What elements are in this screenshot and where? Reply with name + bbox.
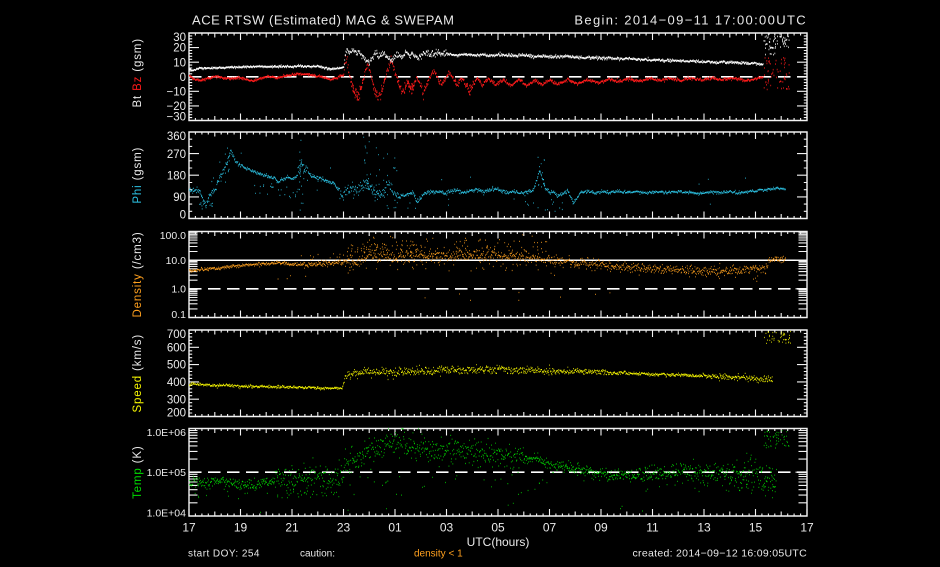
svg-text:09: 09 [594, 521, 608, 535]
svg-text:Begin: 2014−09−11 17:00:00UTC: Begin: 2014−09−11 17:00:00UTC [574, 13, 807, 28]
svg-text:23: 23 [337, 521, 351, 535]
svg-text:UTC(hours): UTC(hours) [467, 535, 530, 549]
svg-text:270: 270 [167, 149, 186, 161]
svg-text:20: 20 [173, 43, 186, 55]
svg-text:−30: −30 [166, 112, 186, 124]
svg-text:17: 17 [182, 521, 196, 535]
svg-text:07: 07 [543, 521, 557, 535]
svg-text:Phi (gsm): Phi (gsm) [132, 147, 144, 204]
svg-text:01: 01 [388, 521, 402, 535]
svg-text:caution:: caution: [300, 549, 335, 560]
svg-text:500: 500 [167, 360, 186, 372]
svg-text:600: 600 [167, 342, 186, 354]
svg-text:Temp (K): Temp (K) [132, 445, 144, 498]
svg-text:17: 17 [800, 521, 814, 535]
svg-text:1.0E+06: 1.0E+06 [147, 427, 187, 439]
svg-text:200: 200 [167, 408, 186, 420]
svg-text:created: 2014−09−12 16:09:05UT: created: 2014−09−12 16:09:05UTC [632, 548, 807, 560]
svg-text:10.0: 10.0 [166, 255, 187, 267]
svg-text:700: 700 [167, 329, 186, 341]
svg-text:90: 90 [173, 192, 186, 204]
svg-text:Bt Bz (gsm): Bt Bz (gsm) [132, 38, 144, 107]
svg-text:−20: −20 [166, 101, 186, 113]
svg-text:Speed (km/s): Speed (km/s) [132, 334, 144, 413]
svg-text:400: 400 [167, 377, 186, 389]
svg-text:11: 11 [646, 521, 659, 535]
svg-text:05: 05 [491, 521, 505, 535]
svg-text:100.0: 100.0 [160, 230, 186, 242]
svg-text:360: 360 [167, 131, 186, 143]
svg-text:19: 19 [234, 521, 248, 535]
svg-text:−10: −10 [166, 87, 186, 99]
svg-text:ACE RTSW (Estimated) MAG & SWE: ACE RTSW (Estimated) MAG & SWEPAM [192, 13, 455, 28]
svg-text:start DOY: 254: start DOY: 254 [188, 549, 260, 560]
svg-text:10: 10 [173, 57, 186, 69]
svg-text:15: 15 [749, 521, 763, 535]
svg-text:density < 1: density < 1 [414, 549, 463, 560]
svg-text:1.0E+04: 1.0E+04 [147, 507, 187, 519]
svg-text:13: 13 [697, 521, 711, 535]
svg-text:1.0E+05: 1.0E+05 [147, 467, 187, 479]
svg-text:180: 180 [167, 170, 186, 182]
svg-text:Density (/cm3): Density (/cm3) [132, 231, 144, 317]
svg-text:0: 0 [180, 210, 186, 222]
svg-text:300: 300 [167, 394, 186, 406]
svg-text:03: 03 [440, 521, 454, 535]
svg-text:1.0: 1.0 [171, 284, 186, 296]
svg-text:0: 0 [180, 72, 186, 84]
svg-text:0.1: 0.1 [171, 309, 186, 321]
svg-text:30: 30 [173, 32, 186, 44]
svg-text:21: 21 [285, 521, 299, 535]
